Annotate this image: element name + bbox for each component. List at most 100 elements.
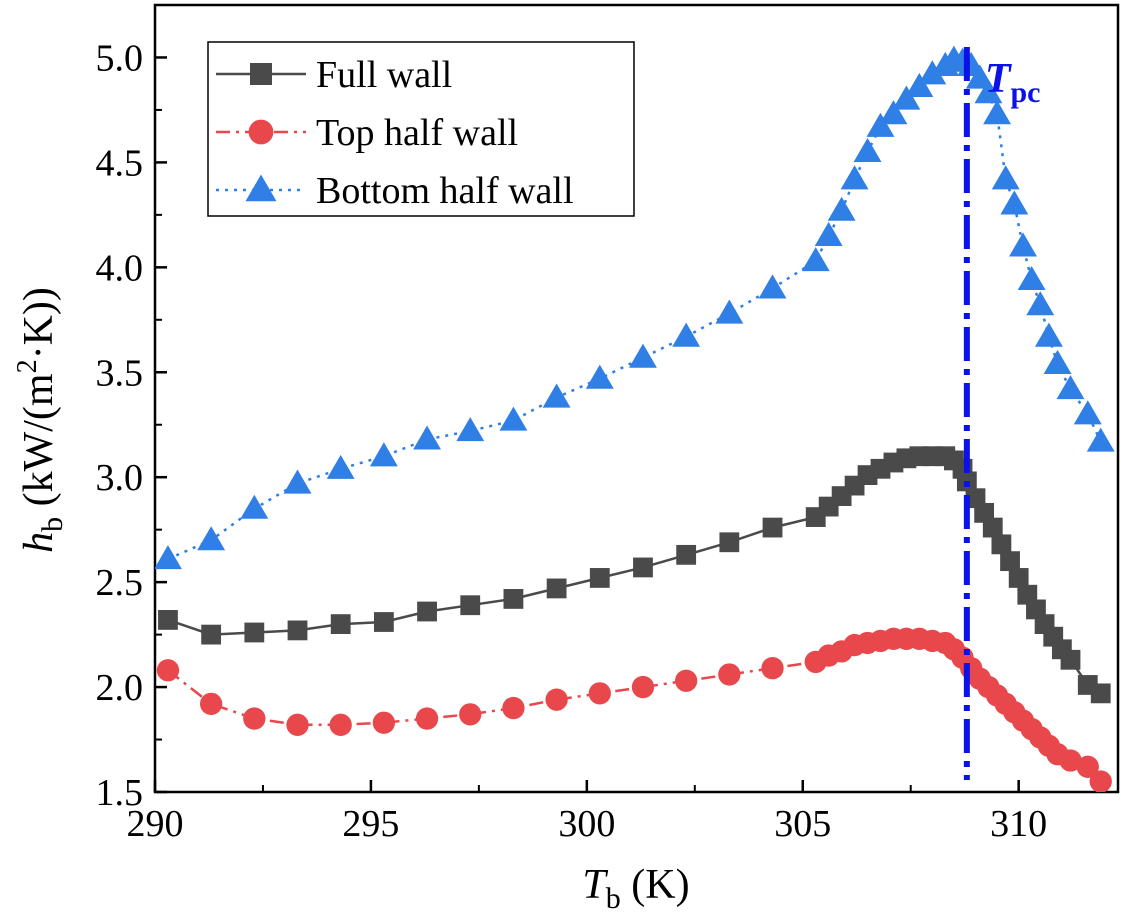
data-point bbox=[369, 442, 398, 467]
data-point bbox=[156, 659, 180, 682]
data-point bbox=[1017, 265, 1046, 291]
data-point bbox=[991, 165, 1020, 190]
data-point bbox=[918, 60, 947, 85]
y-tick-label: 1.5 bbox=[96, 772, 144, 814]
y-axis-title-sub: b bbox=[36, 517, 69, 532]
data-point bbox=[1060, 649, 1081, 670]
x-axis-title-sub: b bbox=[606, 882, 621, 915]
series-top-half-wall bbox=[156, 627, 1112, 792]
reference-line-layer: Tpc bbox=[963, 47, 1041, 780]
data-point bbox=[155, 545, 182, 570]
legend-marker bbox=[245, 174, 277, 202]
data-point bbox=[676, 544, 697, 565]
y-tick-label: 2.5 bbox=[96, 562, 144, 604]
data-point bbox=[633, 557, 653, 578]
data-point bbox=[546, 578, 567, 599]
data-point bbox=[840, 165, 869, 190]
data-point bbox=[459, 703, 482, 726]
data-point bbox=[991, 534, 1012, 555]
y-axis-title-unit: (kW/(m bbox=[16, 373, 62, 517]
data-point bbox=[287, 620, 308, 641]
data-point bbox=[283, 469, 312, 494]
x-tick-label: 295 bbox=[342, 803, 399, 845]
data-point bbox=[758, 274, 787, 299]
data-point bbox=[827, 196, 856, 221]
legend-label: Top half wall bbox=[316, 112, 518, 154]
data-point bbox=[542, 383, 571, 408]
data-point bbox=[1073, 400, 1102, 425]
data-point bbox=[866, 112, 895, 137]
x-axis-title-main: T bbox=[582, 862, 608, 908]
data-point bbox=[672, 322, 701, 347]
reference-line-label-sub: pc bbox=[1011, 76, 1041, 109]
data-point bbox=[199, 692, 223, 716]
data-point bbox=[762, 517, 783, 538]
data-point bbox=[801, 247, 830, 272]
series-layer bbox=[155, 45, 1115, 792]
data-point bbox=[1056, 375, 1085, 400]
data-point bbox=[201, 624, 222, 645]
data-point bbox=[879, 100, 908, 125]
legend-label: Full wall bbox=[316, 54, 452, 96]
data-point bbox=[1000, 551, 1020, 572]
legend-item: Full wall bbox=[216, 54, 452, 96]
data-point bbox=[1089, 770, 1112, 792]
reference-line-label: Tpc bbox=[985, 56, 1041, 109]
y-tick-label: 3.5 bbox=[96, 352, 144, 394]
y-tick-label: 4.0 bbox=[96, 247, 144, 289]
data-point bbox=[158, 610, 178, 630]
data-point bbox=[983, 100, 1012, 125]
data-point bbox=[502, 696, 525, 720]
series-full-wall bbox=[158, 446, 1111, 704]
legend: Full wall Top half wall Bottom half wall bbox=[207, 41, 635, 217]
data-point bbox=[373, 612, 394, 632]
data-point bbox=[982, 517, 1003, 538]
data-point bbox=[1090, 683, 1111, 704]
data-point bbox=[761, 657, 784, 680]
data-point bbox=[1059, 749, 1082, 772]
y-axis-title: hb (kW/(m2·K)) bbox=[12, 287, 69, 553]
y-axis-title-unit-end: ·K)) bbox=[16, 287, 62, 359]
data-point bbox=[1000, 190, 1029, 215]
x-tick-label: 305 bbox=[774, 803, 831, 845]
data-point bbox=[585, 364, 614, 389]
legend-box bbox=[207, 41, 635, 217]
data-point bbox=[372, 711, 396, 734]
axis-ticks bbox=[153, 56, 1020, 794]
data-point bbox=[892, 85, 921, 110]
y-axis-title-main: h bbox=[16, 532, 62, 553]
data-point bbox=[503, 589, 524, 609]
reference-line-label-main: T bbox=[985, 56, 1013, 102]
data-point bbox=[1026, 291, 1055, 316]
data-point bbox=[719, 532, 740, 553]
data-point bbox=[629, 343, 657, 368]
data-point bbox=[1008, 568, 1029, 588]
data-point bbox=[330, 614, 351, 635]
data-point bbox=[326, 454, 355, 479]
data-point bbox=[715, 299, 744, 324]
y-tick-label: 2.0 bbox=[96, 667, 144, 709]
data-point bbox=[974, 79, 1003, 104]
series-bottom-half-wall bbox=[155, 45, 1115, 570]
data-point bbox=[589, 568, 610, 588]
data-point bbox=[1076, 755, 1099, 778]
data-point bbox=[415, 707, 439, 730]
data-point bbox=[588, 682, 611, 705]
data-point bbox=[675, 669, 698, 692]
legend-marker bbox=[248, 119, 274, 145]
data-point bbox=[244, 622, 265, 643]
legend-item: Top half wall bbox=[216, 112, 518, 154]
data-point bbox=[905, 72, 934, 97]
x-tick-label: 290 bbox=[127, 803, 184, 845]
data-point bbox=[499, 406, 528, 431]
data-point bbox=[1086, 427, 1115, 452]
y-tick-label: 3.0 bbox=[96, 457, 144, 499]
y-tick-label: 5.0 bbox=[96, 37, 144, 79]
data-point bbox=[631, 675, 655, 699]
x-tick-label: 310 bbox=[990, 803, 1047, 845]
y-tick-label: 4.5 bbox=[96, 142, 144, 184]
data-point bbox=[814, 221, 843, 246]
legend-item: Bottom half wall bbox=[216, 170, 574, 212]
data-point bbox=[329, 713, 352, 737]
data-point bbox=[718, 663, 741, 686]
